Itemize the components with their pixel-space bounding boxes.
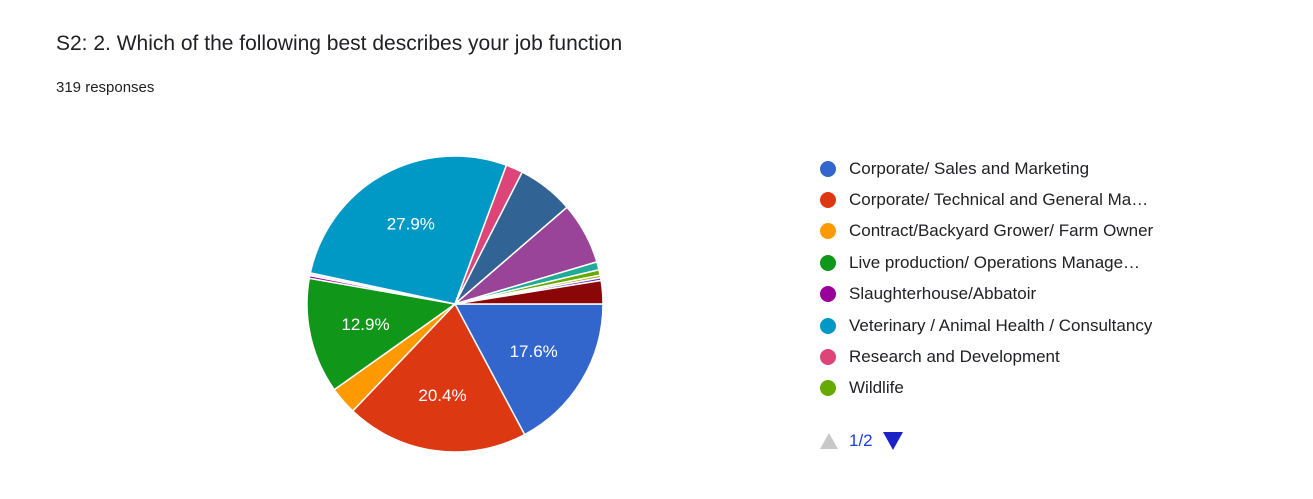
legend-label: Slaughterhouse/Abbatoir [849,284,1037,304]
chart-legend: Corporate/ Sales and Marketing Corporate/… [820,153,1153,404]
legend-swatch [820,286,836,303]
legend-item: Live production/ Operations Manage… [820,247,1153,278]
pager-down-arrow-icon[interactable] [882,432,903,450]
legend-swatch [820,160,836,177]
legend-label: Research and Development [849,347,1060,367]
legend-swatch [820,317,836,334]
legend-label: Corporate/ Technical and General Ma… [849,190,1149,210]
legend-label: Corporate/ Sales and Marketing [849,158,1090,178]
question-title: S2: 2. Which of the following best descr… [56,32,623,55]
legend-swatch [820,380,836,397]
legend-page-indicator: 1/2 [849,431,873,450]
pie-slice-label: 12.9% [341,315,389,334]
legend-label: Wildlife [849,378,904,398]
pie-slice[interactable] [309,155,508,305]
legend-label: Veterinary / Animal Health / Consultancy [849,315,1153,335]
legend-label: Contract/Backyard Grower/ Farm Owner [849,221,1154,241]
response-count: 319 responses [56,79,155,96]
legend-swatch [820,192,836,209]
pager-up-arrow-icon[interactable] [820,433,838,449]
legend-item: Veterinary / Animal Health / Consultancy [820,310,1153,341]
legend-swatch [820,223,836,240]
legend-item: Research and Development [820,341,1153,372]
legend-item: Contract/Backyard Grower/ Farm Owner [820,216,1153,247]
legend-label: Live production/ Operations Manage… [849,252,1141,272]
pie-slice-label: 20.4% [418,386,466,405]
legend-swatch [820,349,836,366]
pie-slice-label: 17.6% [510,342,558,361]
legend-item: Wildlife [820,373,1153,404]
pie-slice[interactable] [454,279,604,305]
legend-swatch [820,254,836,271]
legend-item: Corporate/ Sales and Marketing [820,153,1153,184]
pie-slice-label: 27.9% [387,215,435,234]
legend-pager: 1/2 [820,429,903,453]
pie-slice[interactable] [306,277,457,391]
legend-item: Slaughterhouse/Abbatoir [820,279,1153,310]
legend-item: Corporate/ Technical and General Ma… [820,184,1153,215]
pie-slice[interactable] [453,303,604,436]
pie-slice[interactable] [351,302,526,453]
